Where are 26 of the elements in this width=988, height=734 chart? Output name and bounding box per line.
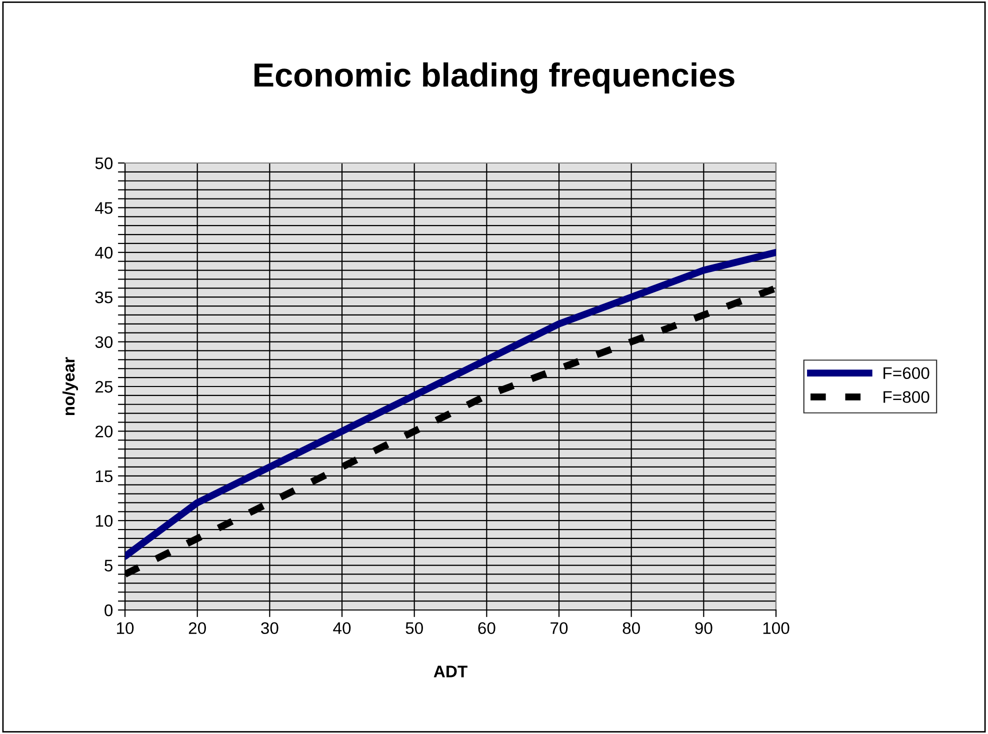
- y-tick-label: 5: [104, 560, 112, 572]
- y-tick-label: 20: [95, 426, 113, 438]
- legend-label: F=600: [884, 367, 930, 380]
- legend-label: F=800: [884, 391, 930, 403]
- x-axis-title: ADT: [434, 666, 468, 678]
- x-tick-label: 20: [188, 622, 206, 634]
- x-tick-label: 100: [763, 622, 790, 634]
- y-tick-label: 40: [95, 246, 113, 259]
- y-tick-label: 45: [95, 202, 112, 214]
- x-tick-label: 60: [478, 622, 496, 634]
- y-axis-title: no/year: [62, 357, 78, 416]
- x-tick-label: 30: [261, 622, 278, 634]
- y-tick-label: 10: [96, 515, 113, 527]
- x-tick-label: 10: [117, 622, 134, 634]
- y-tick-label: 15: [96, 470, 112, 482]
- x-tick-label: 90: [695, 622, 712, 634]
- y-tick-label: 35: [95, 292, 112, 304]
- x-tick-label: 50: [406, 622, 423, 634]
- chart-title: Economic blading frequencies: [254, 62, 734, 94]
- y-tick-label: 30: [95, 336, 113, 348]
- y-tick-label: 50: [95, 157, 113, 170]
- x-tick-label: 70: [550, 622, 568, 634]
- x-tick-label: 80: [622, 622, 640, 634]
- y-tick-label: 25: [95, 380, 112, 393]
- x-tick-label: 40: [333, 622, 351, 634]
- y-tick-label: 0: [104, 604, 113, 616]
